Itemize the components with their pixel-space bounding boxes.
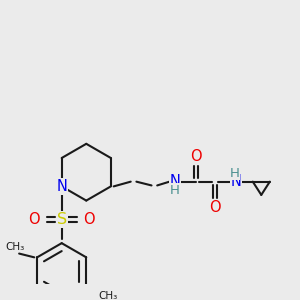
- Text: H: H: [230, 167, 240, 180]
- Text: S: S: [57, 212, 67, 227]
- Text: O: O: [83, 212, 95, 227]
- Text: O: O: [28, 212, 40, 227]
- Text: N: N: [56, 179, 67, 194]
- Text: CH₃: CH₃: [98, 291, 118, 300]
- Text: H: H: [169, 184, 179, 197]
- Text: O: O: [209, 200, 221, 215]
- Text: O: O: [190, 148, 202, 164]
- Text: N: N: [230, 174, 241, 189]
- Text: N: N: [170, 174, 181, 189]
- Text: CH₃: CH₃: [6, 242, 25, 252]
